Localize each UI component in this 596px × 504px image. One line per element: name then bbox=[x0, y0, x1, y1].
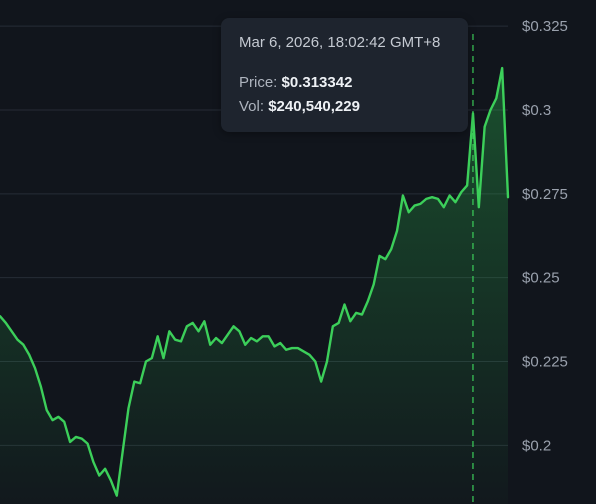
price-tooltip: Mar 6, 2026, 18:02:42 GMT+8 Price: $0.31… bbox=[221, 18, 468, 132]
tooltip-price-label: Price: bbox=[239, 74, 278, 91]
tooltip-price-row: Price: $0.313342 bbox=[239, 71, 450, 95]
tooltip-volume-row: Vol: $240,540,229 bbox=[239, 95, 450, 119]
price-line bbox=[0, 66, 510, 497]
y-tick-label-1: $0.3 bbox=[522, 102, 551, 119]
tooltip-volume-value: $240,540,229 bbox=[268, 98, 360, 115]
y-tick-label-2: $0.275 bbox=[522, 186, 568, 203]
y-tick-label-5: $0.2 bbox=[522, 437, 551, 454]
y-tick-label-3: $0.25 bbox=[522, 270, 560, 287]
tooltip-price-value: $0.313342 bbox=[281, 74, 353, 91]
y-tick-label-4: $0.225 bbox=[522, 353, 568, 370]
tooltip-volume-label: Vol: bbox=[239, 98, 265, 115]
price-area bbox=[0, 68, 508, 504]
tooltip-timestamp: Mar 6, 2026, 18:02:42 GMT+8 bbox=[239, 34, 441, 51]
y-tick-label-0: $0.325 bbox=[522, 18, 568, 35]
